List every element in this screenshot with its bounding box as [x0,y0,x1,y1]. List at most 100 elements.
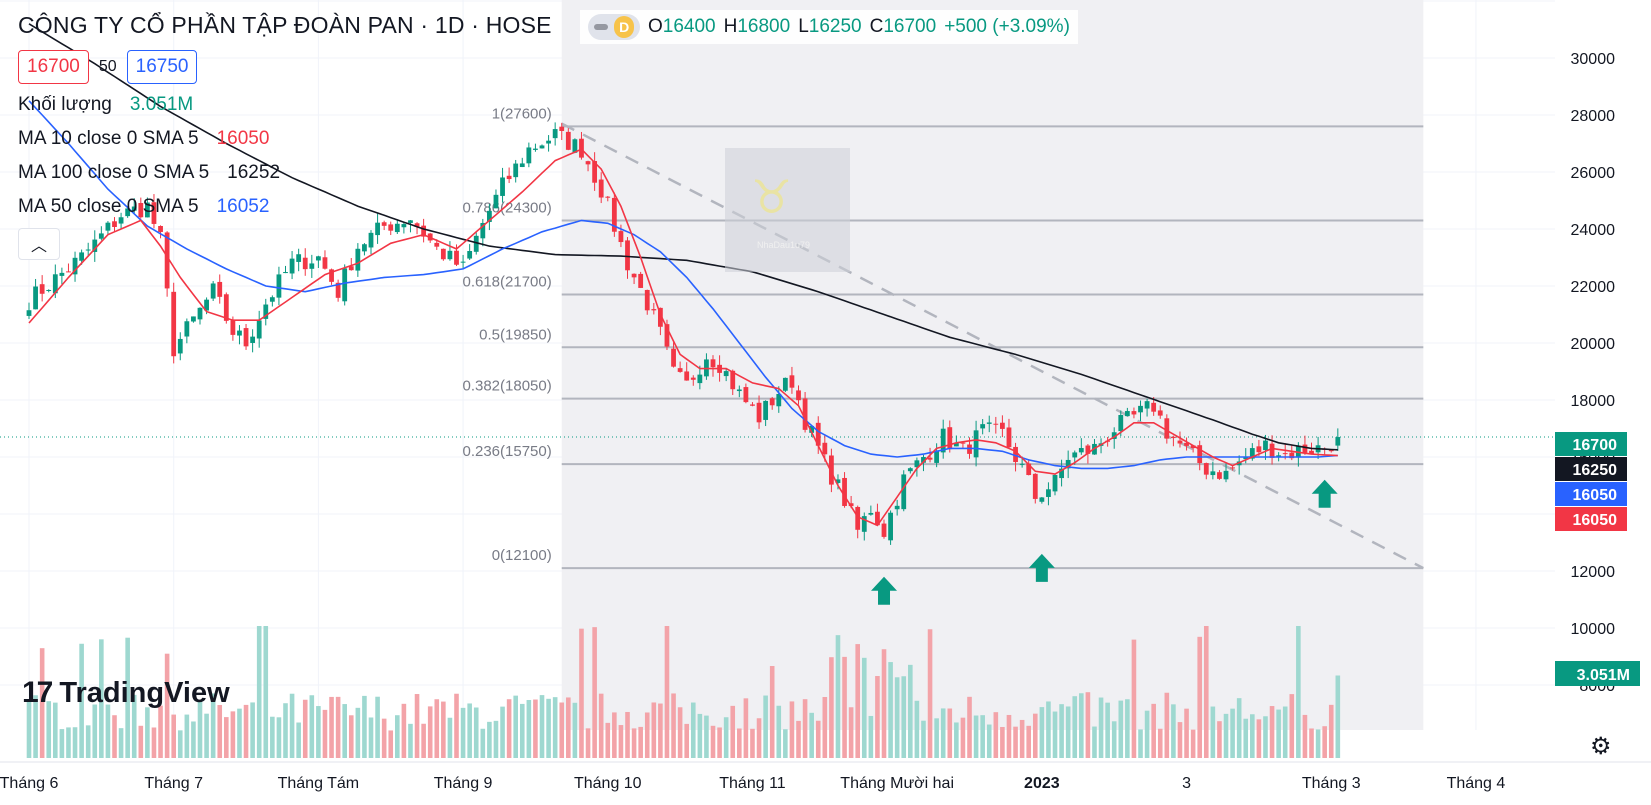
candle-body [1118,415,1124,432]
volume-bar [789,701,795,758]
fib-level-label: 1(27600) [492,105,552,122]
delayed-badge[interactable]: D [614,16,634,38]
price-tag-ma100 [1555,457,1627,481]
candle-body [848,503,854,507]
volume-bar [395,715,400,758]
fib-level-label: 0.382(18050) [462,378,551,395]
volume-bar [375,696,380,758]
candle-body [519,163,525,168]
ma100-legend[interactable]: MA 100 close 0 SMA 5 16252 [18,162,280,184]
candle-body [1078,448,1084,453]
volume-bar [1131,639,1137,758]
fib-level-label: 0.236(15750) [462,443,551,460]
candle-body [690,377,696,380]
candle-body [39,284,45,294]
volume-bar [901,676,907,758]
sell-price-button[interactable]: 16700 [18,50,89,84]
candle-body [92,239,98,252]
volume-bar [1085,692,1091,758]
candle-body [888,512,893,541]
ma10-legend[interactable]: MA 10 close 0 SMA 5 16050 [18,128,269,150]
time-tick-label: 2023 [1024,775,1060,792]
candle-body [1157,410,1163,416]
candle-body [657,307,663,327]
candle-body [1046,489,1051,497]
volume-bar [263,626,269,758]
ma50-line [28,100,1338,470]
candle-body [736,389,742,392]
candle-body [85,249,91,251]
volume-legend[interactable]: Khối lượng 3.051M [18,94,193,116]
time-axis[interactable]: Tháng 6 Tháng 7 Tháng Tám Tháng 9 Tháng 10 Th… [0,761,1651,805]
volume-bar [125,637,130,758]
gear-icon[interactable]: ⚙ [1590,733,1612,760]
volume-bar [651,702,657,758]
volume-bar [539,695,545,758]
candle-body [1065,459,1071,469]
tradingview-logo[interactable]: 17 TradingView [22,676,230,710]
volume-bar [276,717,282,758]
volume-bar [881,649,887,758]
candle-body [1039,497,1045,502]
candle-body [59,272,65,276]
volume-bar [296,722,301,758]
fib-retracement-zone [561,0,1424,730]
candle-body [697,374,703,384]
candle-body [598,179,604,198]
volume-bar [289,693,295,758]
volume-bar [664,626,670,758]
time-tick-label: 3 [1182,775,1191,792]
up-arrow-icon [1028,553,1055,582]
volume-bar [388,730,394,758]
price-axis[interactable]: 8000100001200014000160001800020000220002… [1555,0,1651,805]
candle-body [500,177,505,196]
high-label: H [723,16,738,37]
candle-body [263,304,269,319]
candle-body [855,506,861,530]
candle-body [381,222,387,226]
candle-body [1032,473,1038,499]
volume-bar [947,708,953,758]
buy-price-button[interactable]: 16750 [126,50,198,84]
ma10-value: 16050 [216,128,270,149]
collapse-legend-button[interactable]: ︿ [18,228,60,260]
volume-bar [368,717,374,758]
candle-body [144,202,150,218]
candle-body [611,197,617,232]
volume-bar [526,700,532,758]
up-arrow-icon [871,576,898,605]
candlesticks [26,122,1341,545]
volume-bar [329,696,334,758]
volume-bar [1223,713,1229,758]
ma50-legend[interactable]: MA 50 close 0 SMA 5 16052 [18,196,269,218]
up-arrows [871,479,1338,605]
volume-bar [967,696,972,758]
symbol-status-pill[interactable]: D [588,14,640,40]
volume-bar [381,718,387,758]
volume-bar [322,709,328,758]
volume-bar [1151,703,1156,758]
volume-bar [980,715,985,758]
price-tag-label: 16050 [1573,512,1618,529]
volume-bar [506,699,512,758]
volume-bar [447,717,453,758]
candle-body [506,175,512,180]
volume-bar [585,728,591,758]
candle-body [651,309,657,311]
candle-body [881,523,887,537]
candle-body [934,451,940,463]
volume-bar [66,727,71,758]
volume-bar [566,697,571,758]
volume-bar [783,729,788,758]
price-tick-label: 18000 [1571,393,1616,410]
candle-body [723,371,729,377]
candle-body [894,505,900,510]
candle-body [539,145,545,149]
candle-body [1190,445,1196,449]
candle-body [388,224,394,231]
volume-bar [644,712,650,758]
ma100-label: MA 100 close 0 SMA 5 [18,162,210,183]
time-tick-label: Tháng 10 [574,775,642,792]
volume-bar [796,720,801,758]
